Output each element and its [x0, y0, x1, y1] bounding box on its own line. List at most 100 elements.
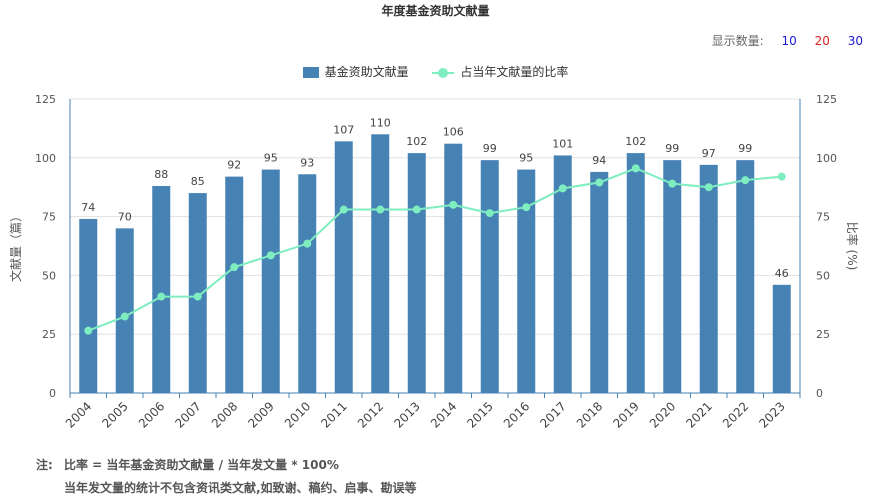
ratio-point	[704, 183, 713, 192]
ratio-point	[303, 239, 312, 248]
bar-data-label: 102	[625, 135, 646, 148]
bar	[334, 141, 353, 393]
ratio-point	[339, 205, 348, 214]
x-tick-label: 2009	[245, 399, 276, 430]
x-tick-label: 2018	[574, 399, 605, 430]
bar-data-label: 95	[519, 152, 533, 165]
x-tick-label: 2007	[172, 399, 203, 430]
display-count-option-30[interactable]: 30	[847, 34, 863, 48]
bar	[261, 169, 280, 393]
bar-data-label: 102	[406, 135, 427, 148]
bar-data-label: 74	[81, 201, 95, 214]
bar-data-label: 101	[552, 137, 573, 150]
bar-data-label: 88	[154, 168, 168, 181]
bar-data-label: 110	[370, 116, 391, 129]
x-tick-label: 2015	[464, 399, 495, 430]
bar-data-label: 85	[191, 175, 205, 188]
x-tick-label: 2016	[501, 399, 532, 430]
x-tick-label: 2006	[136, 399, 167, 430]
ratio-point	[449, 200, 458, 209]
ratio-point	[522, 203, 531, 212]
bar-data-label: 46	[775, 267, 789, 280]
bar	[626, 153, 645, 393]
x-tick-label: 2022	[720, 399, 751, 430]
bar	[663, 160, 682, 393]
ratio-point	[631, 164, 640, 173]
ratio-point	[84, 326, 93, 335]
chart-title: 年度基金资助文献量	[381, 4, 490, 18]
y-left-tick-label: 50	[42, 269, 56, 282]
y-left-tick-label: 0	[49, 387, 56, 400]
y-left-tick-label: 75	[42, 211, 56, 224]
y-right-tick-label: 25	[816, 328, 830, 341]
y-left-axis-title: 文献量（篇）	[8, 210, 23, 282]
bar	[225, 176, 244, 393]
legend-item-line-series[interactable]: 占当年文献量的比率	[432, 63, 568, 80]
bar-data-label: 99	[483, 142, 497, 155]
legend-line-label: 占当年文献量的比率	[460, 65, 569, 79]
y-right-tick-label: 125	[816, 93, 837, 106]
note-text-1: 比率 = 当年基金资助文献量 / 当年发文量 * 100%	[64, 458, 339, 472]
ratio-point	[412, 205, 421, 214]
x-tick-label: 2020	[647, 399, 678, 430]
ratio-point	[230, 263, 239, 272]
bar	[371, 134, 390, 393]
x-tick-label: 2004	[63, 399, 94, 430]
bar-data-label: 92	[227, 159, 241, 172]
y-left-tick-label: 25	[42, 328, 56, 341]
x-tick-label: 2014	[428, 399, 459, 430]
display-count-option-10[interactable]: 10	[781, 34, 797, 48]
ratio-point	[376, 205, 385, 214]
note-line-2: 当年发文量的统计不包含资讯类文献,如致谢、稿约、启事、勘误等	[64, 479, 417, 496]
bar-data-label: 99	[665, 142, 679, 155]
x-tick-label: 2017	[537, 399, 568, 430]
y-right-tick-label: 75	[816, 211, 830, 224]
bar	[79, 218, 98, 393]
bar	[444, 143, 463, 393]
legend-bar-swatch-icon	[302, 67, 319, 78]
bar	[736, 160, 755, 393]
y-right-tick-label: 50	[816, 269, 830, 282]
ratio-point	[157, 292, 166, 301]
bar	[517, 169, 536, 393]
ratio-point	[741, 176, 750, 185]
y-right-tick-label: 100	[816, 152, 837, 165]
bar-data-label: 95	[264, 152, 278, 165]
ratio-point	[193, 292, 202, 301]
note-text-2: 当年发文量的统计不包含资讯类文献,如致谢、稿约、启事、勘误等	[64, 481, 417, 495]
x-tick-label: 2010	[282, 399, 313, 430]
x-tick-label: 2011	[318, 399, 349, 430]
x-tick-label: 2013	[391, 399, 422, 430]
display-count-label: 显示数量:	[711, 34, 764, 48]
y-right-tick-label: 0	[816, 387, 823, 400]
x-tick-label: 2008	[209, 399, 240, 430]
display-count-option-20[interactable]: 20	[814, 34, 830, 48]
ratio-point	[485, 209, 494, 218]
bar	[152, 186, 171, 393]
ratio-point	[558, 184, 567, 193]
legend-item-bar-series[interactable]: 基金资助文献量	[302, 63, 409, 80]
bar-data-label: 106	[443, 126, 464, 139]
bar	[480, 160, 499, 393]
y-right-axis-title: 比率 (%)	[845, 222, 860, 271]
note-line-1: 注: 比率 = 当年基金资助文献量 / 当年发文量 * 100%	[36, 456, 339, 473]
x-tick-label: 2019	[610, 399, 641, 430]
bar	[553, 155, 572, 393]
ratio-point	[120, 312, 129, 321]
x-tick-label: 2005	[99, 399, 130, 430]
bar-data-label: 93	[300, 156, 314, 169]
legend-line-swatch-icon	[432, 67, 455, 79]
chart-legend: 基金资助文献量 占当年文献量的比率	[0, 63, 871, 80]
ratio-point	[668, 179, 677, 188]
x-tick-label: 2023	[756, 399, 787, 430]
bar	[772, 284, 791, 393]
bar	[699, 164, 718, 393]
bar-data-label: 107	[333, 123, 354, 136]
legend-bar-label: 基金资助文献量	[324, 65, 409, 79]
x-tick-label: 2021	[683, 399, 714, 430]
bar-data-label: 70	[118, 210, 132, 223]
display-count-selector: 显示数量: 10 20 30	[712, 32, 863, 49]
bar	[298, 174, 317, 393]
ratio-point	[266, 251, 275, 260]
